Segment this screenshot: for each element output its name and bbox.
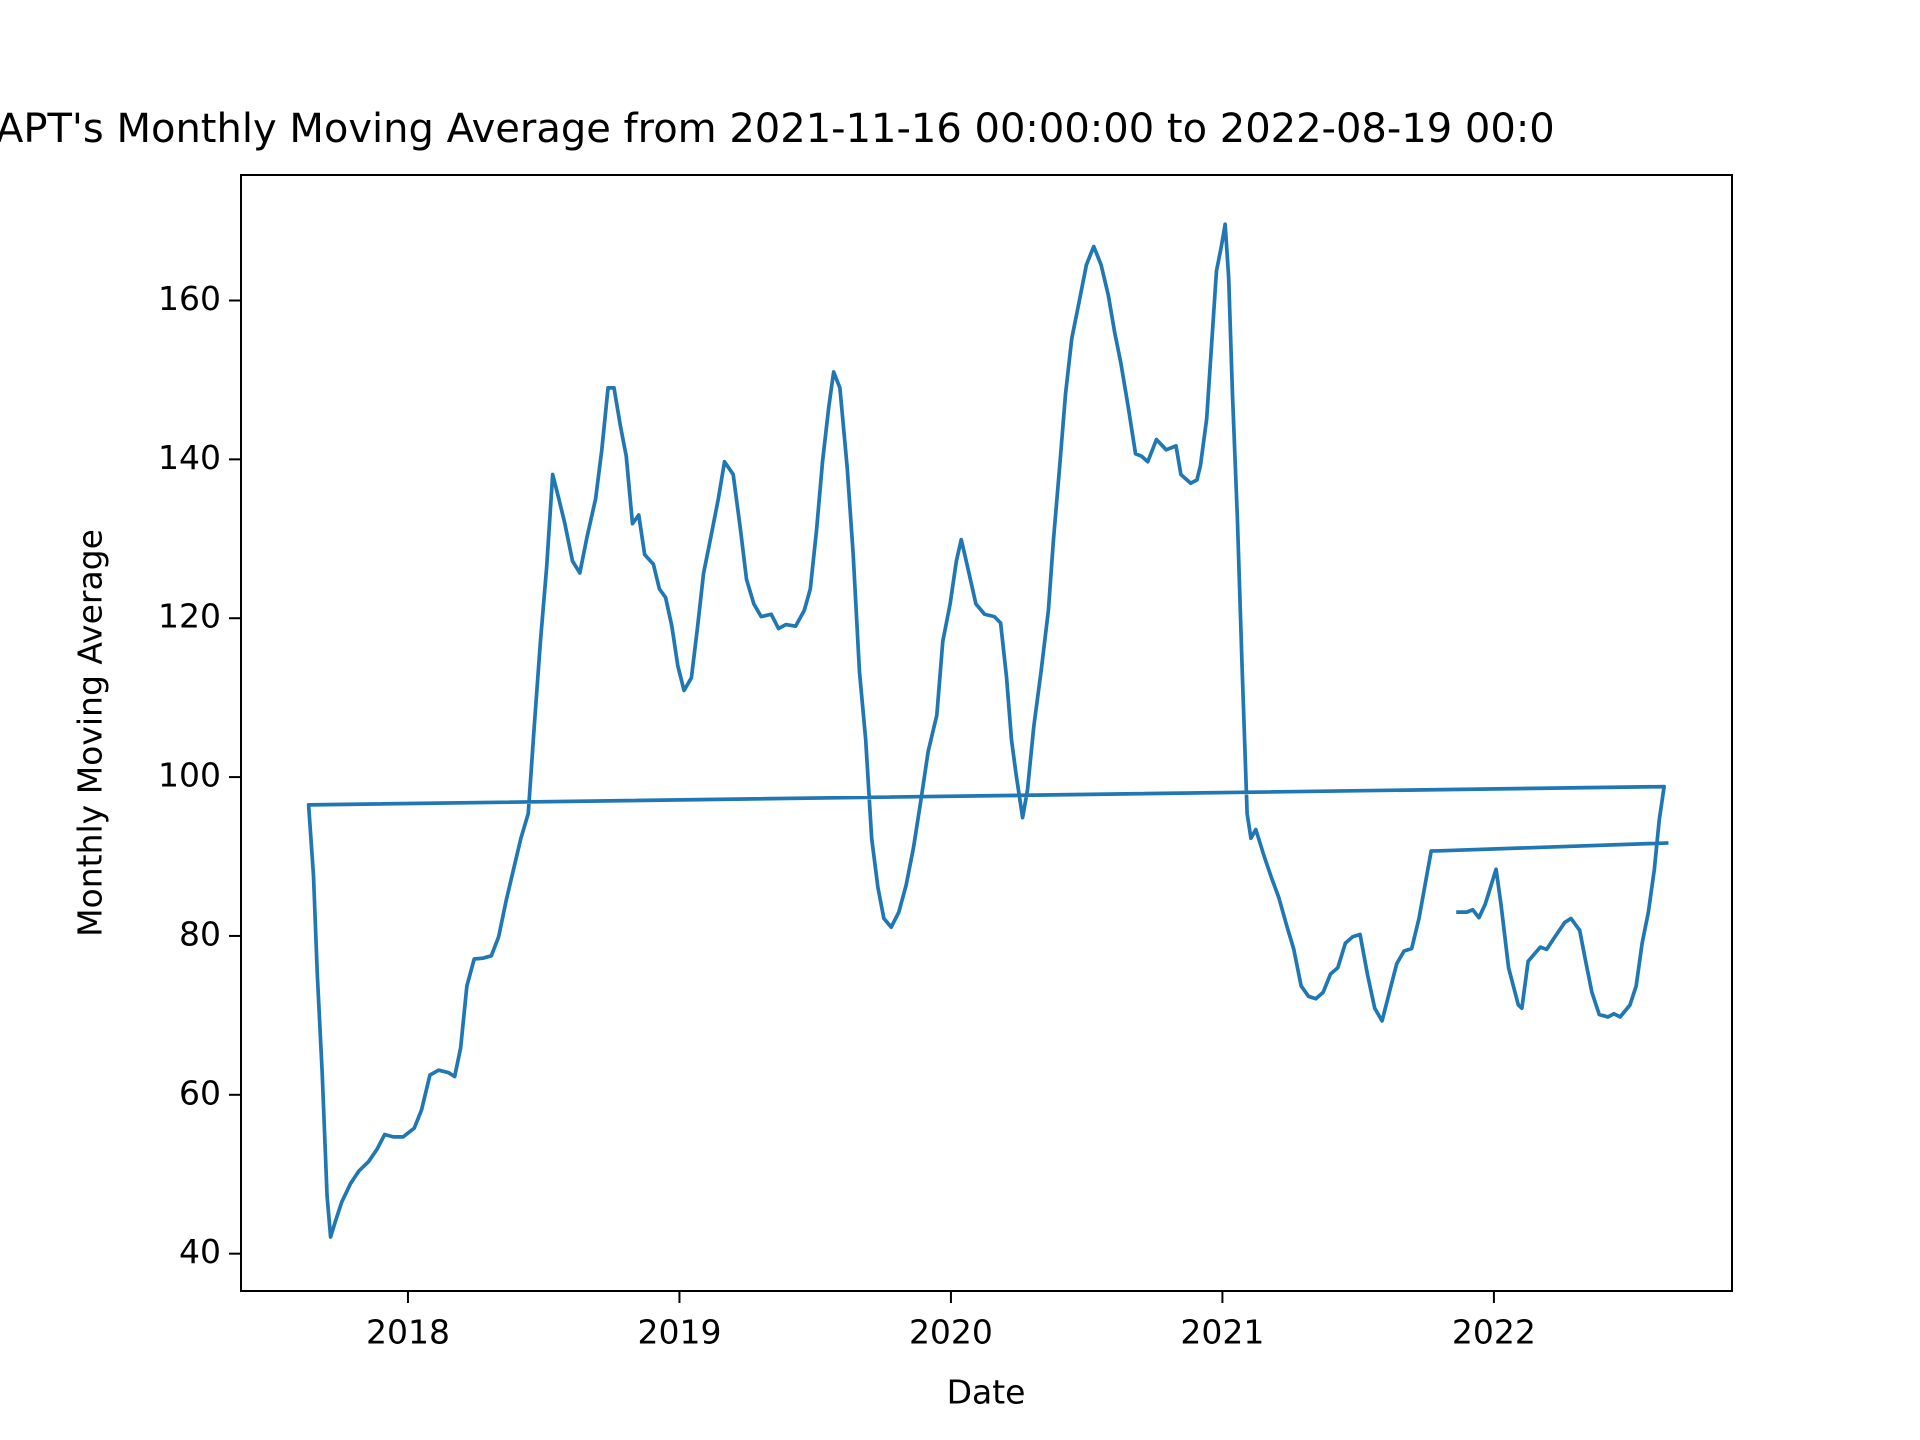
y-tick-label: 160 (158, 279, 221, 318)
y-tick-label: 60 (179, 1073, 221, 1112)
y-tick-label: 100 (158, 756, 221, 795)
y-tick-label: 40 (179, 1232, 221, 1271)
y-tick-label: 80 (179, 914, 221, 953)
x-tick-label: 2022 (1452, 1313, 1536, 1352)
x-tick-label: 2019 (637, 1313, 721, 1352)
y-axis-label: Monthly Moving Average (71, 529, 110, 937)
x-axis-label: Date (947, 1373, 1026, 1412)
x-tick-label: 2020 (909, 1313, 993, 1352)
chart-title: APT's Monthly Moving Average from 2021-1… (0, 106, 1555, 152)
x-tick-label: 2018 (366, 1313, 450, 1352)
y-tick-label: 120 (158, 597, 221, 636)
plot-frame (240, 174, 1733, 1292)
y-tick-label: 140 (158, 438, 221, 477)
x-tick-label: 2021 (1180, 1313, 1264, 1352)
data-line (306, 222, 1669, 1239)
